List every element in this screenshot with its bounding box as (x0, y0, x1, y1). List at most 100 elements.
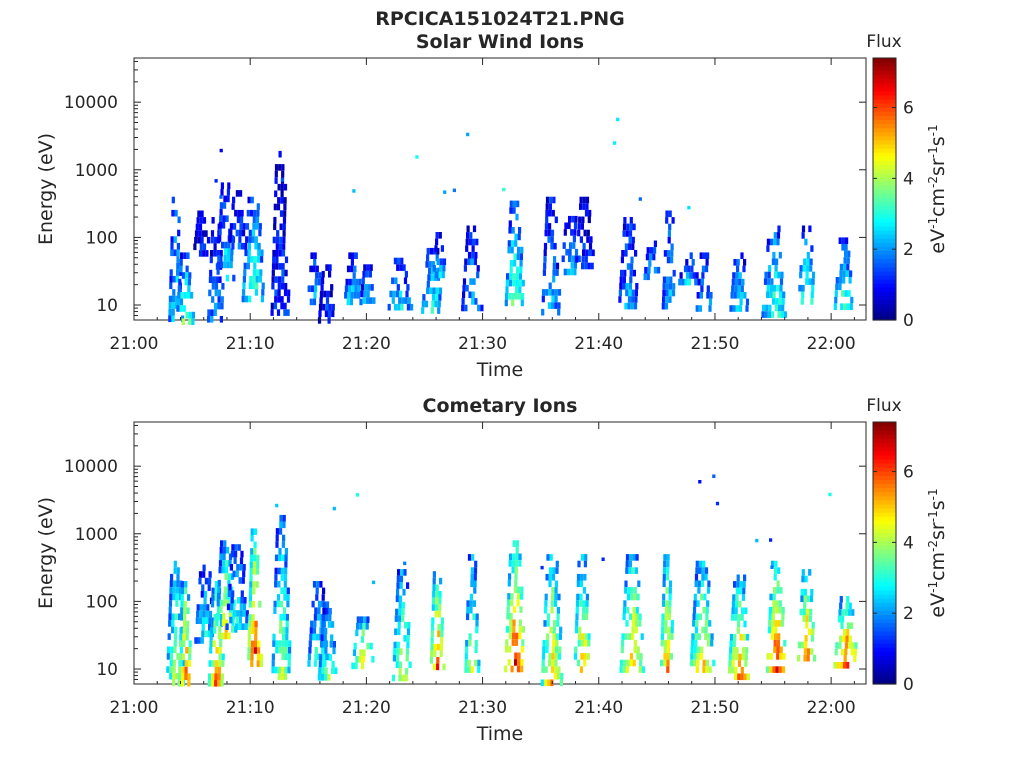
spectrogram-cell (662, 296, 666, 303)
spectrogram-cell (247, 256, 251, 263)
cometary-burst-7 (271, 514, 292, 680)
spectrogram-cell (638, 197, 642, 201)
spectrogram-cell (434, 267, 438, 275)
spectrogram-cell (403, 635, 407, 642)
colorbar-step (873, 86, 896, 92)
spectrogram-cell (331, 310, 335, 318)
spectrogram-cell (255, 282, 259, 290)
spectrogram-cell (665, 587, 669, 594)
spectrogram-cell (546, 620, 550, 627)
spectrogram-cell (280, 197, 284, 204)
spectrogram-cell (580, 554, 585, 561)
spectrogram-cell (179, 640, 183, 647)
spectrogram-cell (282, 633, 286, 641)
colorbar-step (873, 229, 896, 235)
spectrogram-cell (470, 573, 474, 581)
spectrogram-cell (220, 182, 224, 189)
spectrogram-cell (851, 609, 855, 616)
spectrogram-cell (275, 503, 279, 508)
spectrogram-cell (469, 606, 473, 614)
spectrogram-cell (319, 297, 323, 304)
spectrogram-cell (272, 256, 276, 264)
spectrogram-cell (361, 656, 365, 663)
spectrogram-cell (214, 680, 218, 687)
spectrogram-cell (273, 600, 277, 608)
spectrogram-cell (624, 243, 628, 250)
spectrogram-cell (773, 639, 777, 647)
spectrogram-cell (776, 646, 780, 654)
spectrogram-cell (194, 236, 198, 244)
spectrogram-cell (270, 309, 274, 316)
solar-wind-colorbar-tick-label: 4 (903, 169, 914, 189)
spectrogram-cell (846, 263, 850, 271)
spectrogram-cell (199, 243, 203, 251)
spectrogram-cell (773, 646, 777, 654)
spectrogram-cell (280, 574, 284, 581)
spectrogram-cell (665, 600, 669, 607)
spectrogram-cell (200, 210, 204, 218)
spectrogram-cell (772, 606, 776, 614)
colorbar-step (873, 197, 896, 202)
spectrogram-cell (288, 640, 292, 647)
spectrogram-cell (508, 645, 512, 653)
spectrogram-cell (701, 573, 705, 581)
spectrogram-cell (768, 606, 772, 614)
spectrogram-cell (273, 203, 277, 211)
spectrogram-cell (208, 577, 212, 585)
spectrogram-cell (324, 627, 328, 635)
spectrogram-cell (514, 579, 518, 587)
colorbar-step (873, 172, 896, 178)
spectrogram-cell (628, 560, 632, 568)
spectrogram-cell (510, 599, 514, 607)
spectrogram-cell (739, 298, 743, 306)
spectrogram-cell (221, 283, 225, 290)
colorbar-step (873, 164, 896, 170)
colorbar-step (873, 58, 896, 63)
spectrogram-cell (584, 256, 588, 263)
spectrogram-cell (350, 259, 354, 266)
spectrogram-cell (170, 236, 174, 243)
spectrogram-cell (274, 554, 279, 562)
spectrogram-cell (433, 650, 437, 657)
spectrogram-cell (810, 298, 814, 305)
spectrogram-cell (740, 614, 744, 621)
spectrogram-cell (250, 653, 254, 661)
spectrogram-cell (202, 571, 206, 578)
spectrogram-cell (238, 229, 242, 237)
spectrogram-cell (173, 249, 177, 257)
spectrogram-cell (670, 620, 674, 627)
spectrogram-cell (746, 673, 750, 681)
spectrogram-cell (506, 612, 510, 620)
colorbar-step (873, 544, 896, 550)
spectrogram-cell (666, 256, 670, 264)
spectrogram-cell (841, 237, 845, 244)
spectrogram-cell (552, 196, 556, 204)
spectrogram-cell (231, 626, 235, 633)
spectrogram-cell (844, 290, 848, 297)
spectrogram-cell (271, 269, 275, 277)
spectrogram-cell (510, 240, 515, 247)
spectrogram-cell (551, 653, 555, 660)
spectrogram-cell (314, 607, 318, 614)
spectrogram-cell (464, 258, 468, 266)
spectrogram-cell (546, 633, 550, 640)
spectrogram-cell (364, 284, 368, 291)
spectrogram-cell (729, 305, 733, 312)
spectrogram-cell (664, 302, 669, 310)
colorbar-step (873, 659, 896, 665)
spectrogram-cell (551, 302, 555, 309)
spectrogram-cell (438, 271, 442, 279)
spectrogram-cell (770, 238, 774, 246)
spectrogram-cell (214, 666, 218, 674)
cometary-burst-1 (177, 581, 192, 687)
spectrogram-cell (520, 586, 524, 594)
spectrogram-cell (169, 275, 173, 283)
spectrogram-cell (207, 309, 211, 316)
spectrogram-cell (284, 561, 288, 568)
spectrogram-cell (468, 633, 472, 640)
spectrogram-cell (221, 653, 225, 661)
spectrogram-cell (632, 606, 636, 614)
spectrogram-cell (580, 653, 584, 660)
spectrogram-cell (183, 292, 187, 299)
spectrogram-cell (732, 594, 736, 601)
